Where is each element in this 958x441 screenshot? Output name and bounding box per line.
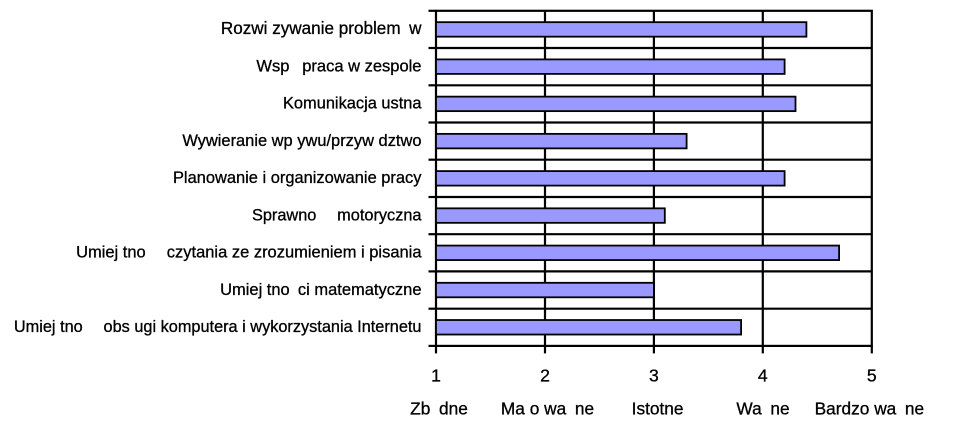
svg-text:Bardzo wa ne: Bardzo wa ne [815,398,925,418]
svg-text:Planowanie i organizowanie pra: Planowanie i organizowanie pracy [173,169,422,187]
svg-text:Umiej tno obs ugi komputera: Umiej tno obs ugi komputera i wykorzysta… [14,318,422,336]
svg-text:Umiej tno ci matematyczne: Umiej tno ci matematyczne [220,281,421,299]
svg-text:4: 4 [758,366,768,386]
svg-text:1: 1 [431,366,441,386]
svg-text:Komunikacja ustna: Komunikacja ustna [283,95,422,113]
svg-text:Wa ne: Wa ne [736,398,789,418]
svg-text:Wsp praca w zespole: Wsp praca w zespole [256,57,421,75]
svg-text:Istotne: Istotne [632,398,684,418]
svg-text:2: 2 [540,366,550,386]
svg-text:Rozwi zywanie problem w: Rozwi zywanie problem w [221,19,422,38]
svg-text:3: 3 [649,366,659,386]
svg-text:Umiej tno czytania ze zrozum: Umiej tno czytania ze zrozumieniem i pis… [76,244,422,262]
svg-text:5: 5 [867,366,877,386]
svg-text:Wywieranie wp ywu/przyw dztwo: Wywieranie wp ywu/przyw dztwo [182,132,421,150]
svg-text:Zb dne: Zb dne [410,398,468,418]
svg-text:Ma o wa ne: Ma o wa ne [501,398,594,418]
svg-text:Sprawno motoryczna: Sprawno motoryczna [252,206,422,224]
